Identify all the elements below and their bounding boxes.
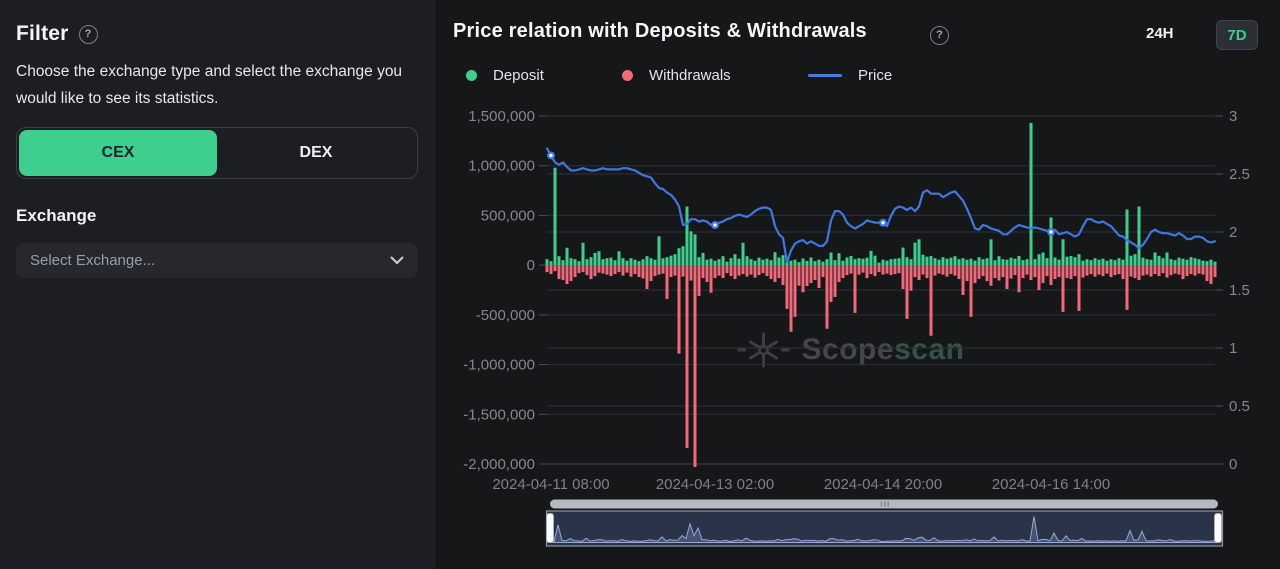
gridlines bbox=[547, 115, 1215, 465]
chart-title: Price relation with Deposits & Withdrawa… bbox=[453, 20, 867, 42]
filter-title: Filter bbox=[16, 22, 69, 45]
svg-text:1,500,000: 1,500,000 bbox=[468, 108, 535, 125]
brush-handle-left[interactable] bbox=[546, 513, 554, 543]
minimap-profile bbox=[549, 516, 1219, 543]
price-line-icon bbox=[808, 74, 842, 77]
legend-item-price[interactable]: Price bbox=[808, 67, 892, 84]
range-24h-button[interactable]: 24H bbox=[1146, 25, 1174, 42]
deposit-dot-icon bbox=[466, 70, 477, 81]
x-axis-labels: 2024-04-11 08:00 2024-04-13 02:00 2024-04-… bbox=[492, 476, 1110, 493]
right-axis-labels: 3 2.5 2 1.5 1 0.5 0 bbox=[1229, 108, 1250, 473]
svg-text:2024-04-13 02:00: 2024-04-13 02:00 bbox=[656, 476, 774, 493]
svg-text:0.5: 0.5 bbox=[1229, 398, 1250, 415]
exchange-label: Exchange bbox=[16, 206, 97, 226]
svg-text:2024-04-11 08:00: 2024-04-11 08:00 bbox=[492, 476, 609, 493]
svg-text:-500,000: -500,000 bbox=[476, 307, 535, 324]
withdrawal-bars bbox=[545, 265, 1217, 467]
exchange-select-placeholder: Select Exchange... bbox=[30, 252, 156, 270]
svg-text:1.5: 1.5 bbox=[1229, 282, 1250, 299]
legend-label: Deposit bbox=[493, 67, 544, 84]
exchange-type-toggle: CEX DEX bbox=[16, 127, 418, 180]
svg-text:-2,000,000: -2,000,000 bbox=[463, 456, 535, 473]
svg-text:2024-04-14 20:00: 2024-04-14 20:00 bbox=[824, 476, 942, 493]
svg-text:1,000,000: 1,000,000 bbox=[468, 158, 535, 175]
exchange-select[interactable]: Select Exchange... bbox=[16, 243, 418, 279]
cex-button[interactable]: CEX bbox=[19, 130, 217, 177]
svg-text:0: 0 bbox=[527, 257, 535, 274]
chart-help-icon[interactable]: ? bbox=[930, 26, 949, 45]
svg-text:2: 2 bbox=[1229, 224, 1237, 241]
filter-description: Choose the exchange type and select the … bbox=[16, 63, 403, 107]
legend-item-deposit[interactable]: Deposit bbox=[466, 67, 544, 84]
filter-help-icon[interactable]: ? bbox=[78, 24, 98, 44]
deposit-bars bbox=[545, 122, 1217, 266]
dex-button[interactable]: DEX bbox=[299, 144, 333, 162]
svg-text:1: 1 bbox=[1229, 340, 1237, 357]
legend-label: Withdrawals bbox=[649, 67, 731, 84]
svg-text:-1,000,000: -1,000,000 bbox=[463, 357, 535, 374]
price-markers bbox=[547, 151, 1055, 236]
svg-text:-1,500,000: -1,500,000 bbox=[463, 406, 535, 423]
filter-sidebar: Filter ? Choose the exchange type and se… bbox=[0, 0, 437, 569]
svg-text:2.5: 2.5 bbox=[1229, 166, 1250, 183]
chart-panel: Price relation with Deposits & Withdrawa… bbox=[437, 0, 1280, 569]
left-axis-labels: 1,500,000 1,000,000 500,000 0 -500,000 -1,000… bbox=[463, 108, 535, 473]
brush-handle-right[interactable] bbox=[1214, 513, 1222, 543]
svg-text:500,000: 500,000 bbox=[481, 207, 535, 224]
svg-text:0: 0 bbox=[1229, 456, 1237, 473]
datazoom-brush[interactable] bbox=[545, 510, 1224, 547]
datazoom-scrollbar[interactable] bbox=[550, 499, 1218, 509]
svg-text:3: 3 bbox=[1229, 108, 1237, 125]
axis-ticks bbox=[539, 115, 1223, 465]
withdrawal-dot-icon bbox=[622, 70, 633, 81]
price-deposits-withdrawals-chart: 1,500,000 1,000,000 500,000 0 -500,000 -1,000… bbox=[463, 108, 1250, 547]
legend-label: Price bbox=[858, 67, 893, 84]
legend-item-withdrawals[interactable]: Withdrawals bbox=[622, 67, 731, 84]
range-7d-button[interactable]: 7D bbox=[1216, 20, 1258, 50]
svg-text:2024-04-16 14:00: 2024-04-16 14:00 bbox=[992, 476, 1110, 493]
chevron-down-icon bbox=[390, 252, 404, 270]
